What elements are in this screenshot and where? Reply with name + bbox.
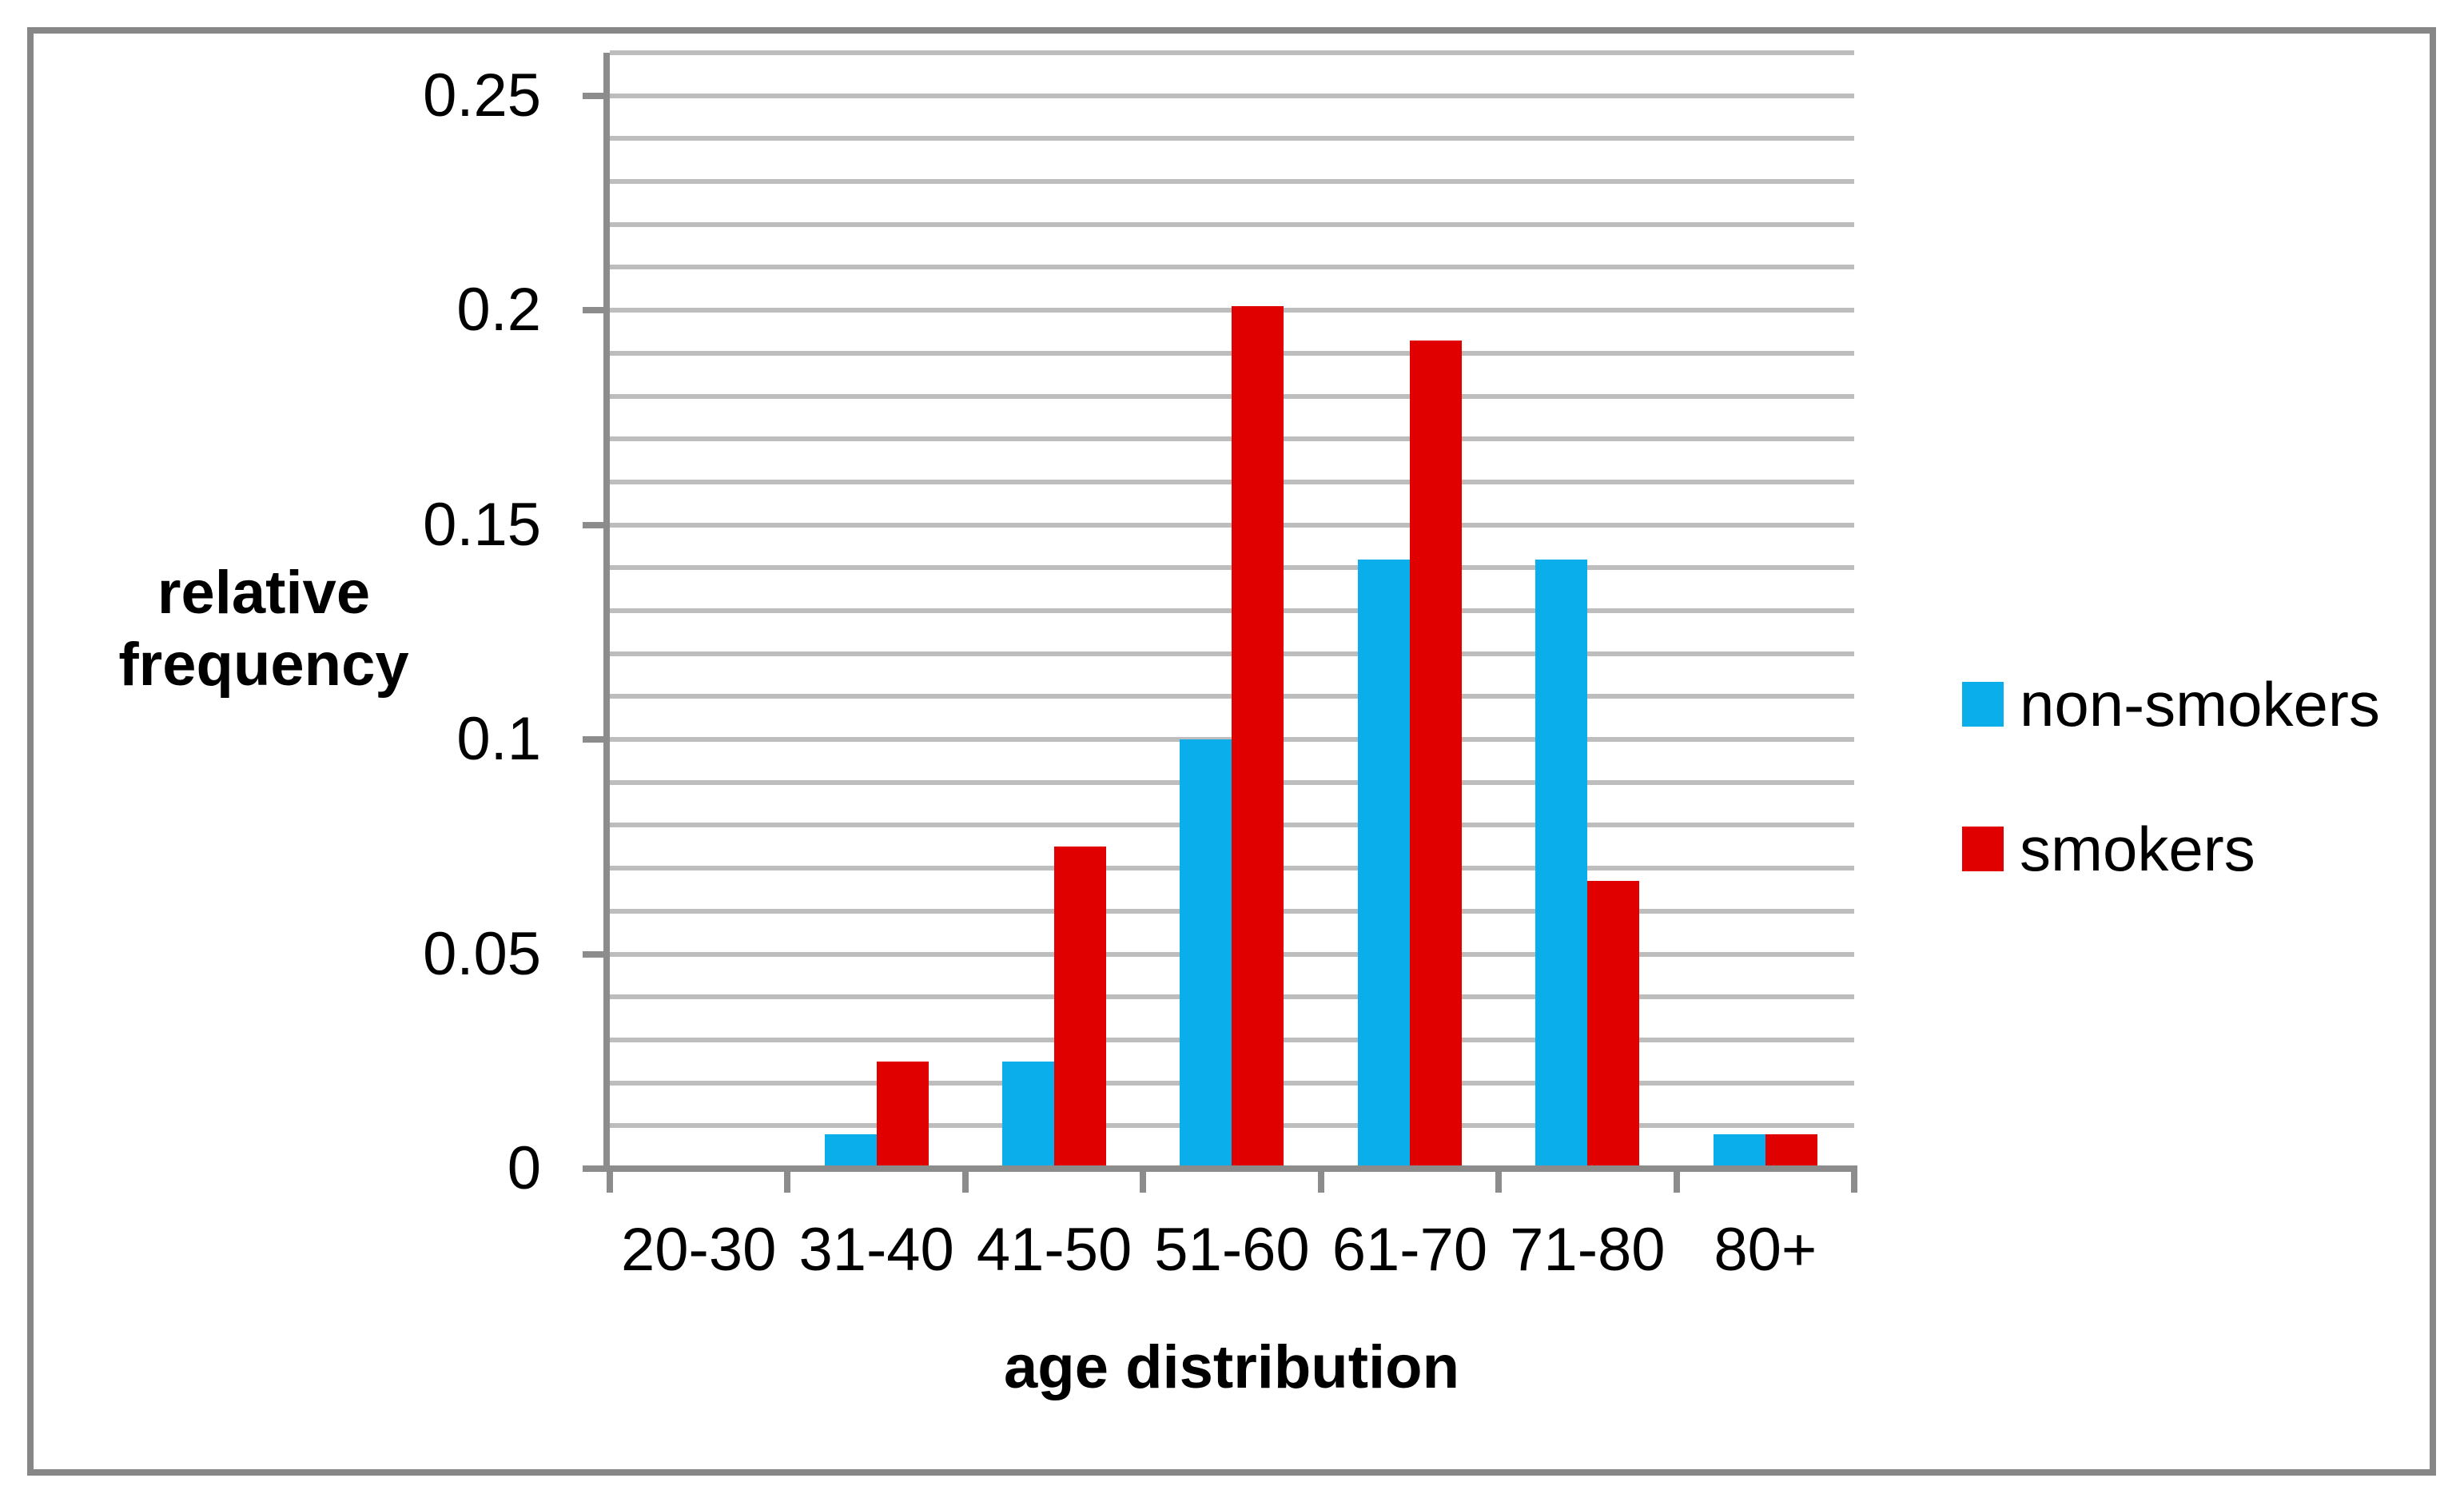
y-tick-0.2 (583, 307, 603, 314)
bar-non-smokers-71-80 (1535, 559, 1588, 1169)
x-tick-label-41-50: 41-50 (976, 1216, 1132, 1284)
x-tick-4 (1317, 1165, 1324, 1193)
bar-non-smokers-41-50 (1002, 1061, 1055, 1169)
x-tick-0 (607, 1165, 613, 1193)
bar-non-smokers-80+ (1713, 1134, 1765, 1169)
y-axis-title-line2: frequency (118, 631, 409, 699)
legend-swatch-non-smokers (1962, 682, 2004, 727)
y-tick-label-0.2: 0.2 (456, 276, 541, 345)
bar-group-71-80 (1499, 53, 1676, 1169)
bar-smokers-80+ (1765, 1134, 1817, 1169)
y-tick-label-0: 0 (507, 1134, 541, 1202)
bar-smokers-31-40 (876, 1061, 929, 1169)
y-tick-label-0.15: 0.15 (423, 490, 541, 559)
x-axis-line (603, 1165, 1857, 1172)
bar-group-61-70 (1321, 53, 1499, 1169)
y-tick-0 (583, 1165, 603, 1172)
gridline (610, 179, 1854, 185)
x-tick-label-51-60: 51-60 (1154, 1216, 1310, 1284)
bar-smokers-71-80 (1587, 881, 1640, 1169)
gridline (610, 265, 1854, 270)
x-tick-7 (1851, 1165, 1857, 1193)
x-tick-label-61-70: 61-70 (1332, 1216, 1488, 1284)
legend-swatch-smokers (1962, 827, 2004, 871)
x-tick-3 (1140, 1165, 1147, 1193)
bar-smokers-51-60 (1232, 305, 1284, 1169)
bar-group-51-60 (1143, 53, 1320, 1169)
bar-non-smokers-61-70 (1357, 559, 1410, 1169)
bar-non-smokers-51-60 (1180, 739, 1232, 1169)
y-tick-0.25 (583, 92, 603, 99)
legend-item-non-smokers: non-smokers (1962, 669, 2380, 739)
x-tick-label-80+: 80+ (1714, 1216, 1817, 1284)
y-axis-title-line1: relative (157, 559, 371, 627)
gridline (610, 221, 1854, 227)
bar-group-20-30 (610, 53, 787, 1169)
legend-label-smokers: smokers (2020, 813, 2255, 884)
chart-frame: 0.25 0.2 0.15 0.1 0.05 0 20-30 31-40 41-50 51-60… (27, 27, 2436, 1476)
plot-area (610, 50, 1854, 1169)
bar-group-80+ (1677, 53, 1854, 1169)
y-axis-line (603, 53, 610, 1172)
legend-label-non-smokers: non-smokers (2020, 668, 2380, 739)
legend-item-smokers: smokers (1962, 814, 2255, 884)
x-tick-1 (784, 1165, 791, 1193)
x-tick-2 (961, 1165, 969, 1193)
x-tick-label-31-40: 31-40 (798, 1216, 954, 1284)
bar-smokers-61-70 (1409, 340, 1462, 1169)
y-tick-0.05 (583, 950, 603, 958)
x-tick-5 (1495, 1165, 1503, 1193)
x-tick-label-20-30: 20-30 (621, 1216, 777, 1284)
y-tick-label-0.05: 0.05 (423, 919, 541, 988)
bar-smokers-41-50 (1054, 847, 1107, 1169)
gridline (610, 93, 1854, 98)
y-tick-label-0.1: 0.1 (456, 705, 541, 774)
x-tick-6 (1673, 1165, 1680, 1193)
y-tick-0.1 (583, 736, 603, 743)
bar-group-31-40 (787, 53, 965, 1169)
bar-non-smokers-31-40 (824, 1134, 877, 1169)
y-tick-0.15 (583, 521, 603, 528)
gridline (610, 50, 1854, 55)
x-tick-label-71-80: 71-80 (1510, 1216, 1666, 1284)
gridline (610, 136, 1854, 141)
y-tick-label-0.25: 0.25 (423, 61, 541, 129)
bar-group-41-50 (965, 53, 1143, 1169)
y-axis-title: relative frequency (80, 557, 448, 701)
x-axis-title: age distribution (1004, 1333, 1459, 1401)
